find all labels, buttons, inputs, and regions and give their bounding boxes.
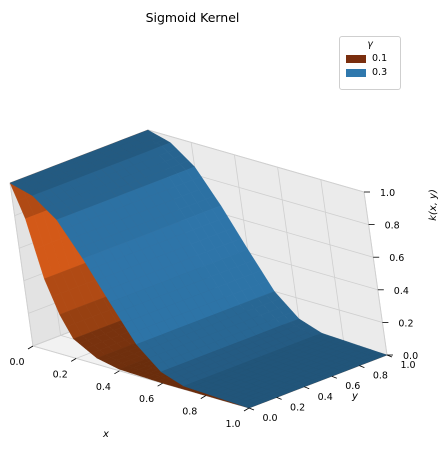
grid-line	[9, 182, 34, 347]
x-tick-label: 0.0	[9, 357, 24, 368]
surface-patch	[243, 402, 259, 409]
z-tick-label: 1.0	[380, 188, 395, 199]
grid-line	[363, 191, 388, 356]
grid-line	[147, 129, 365, 193]
y-tick-label: 1.0	[400, 360, 415, 371]
x-axis-label: x	[102, 429, 109, 440]
legend-label-1: 0.1	[372, 53, 388, 64]
z-tick-label: 0.8	[385, 221, 400, 232]
z-tick-label: 0.0	[403, 351, 418, 362]
x-tick	[157, 382, 163, 387]
y-tick-label: 0.0	[262, 413, 277, 424]
y-tick	[331, 375, 337, 379]
grid-line	[277, 167, 301, 331]
y-tick	[276, 397, 282, 400]
x-tick-label: 0.8	[182, 407, 197, 418]
surface-series-0.3	[9, 129, 388, 409]
legend-label-2: 0.3	[372, 67, 388, 78]
x-tick-label: 0.4	[96, 382, 111, 393]
x-tick-label: 1.0	[225, 419, 240, 430]
z-tick-label: 0.6	[389, 253, 404, 264]
y-tick-label: 0.2	[290, 402, 305, 413]
legend-entry-2: 0.3	[346, 67, 400, 78]
y-tick	[248, 407, 255, 411]
y-tick	[359, 365, 365, 368]
z-tick-label: 0.4	[394, 286, 409, 297]
y-tick-label: 0.4	[318, 392, 333, 403]
z-axis-label: k(x, y)	[428, 189, 439, 221]
y-tick-label: 0.6	[345, 381, 360, 392]
x-tick	[70, 358, 77, 362]
x-tick	[243, 407, 250, 412]
z-tick-label: 0.2	[398, 318, 413, 329]
x-tick	[200, 395, 207, 399]
legend-entry-1: 0.1	[346, 53, 400, 64]
x-tick	[114, 370, 120, 375]
y-tick-label: 0.8	[373, 371, 388, 382]
grid-line	[320, 179, 345, 343]
x-tick-label: 0.6	[139, 394, 154, 405]
legend-swatch-1	[346, 54, 366, 63]
x-tick	[27, 345, 34, 350]
legend-swatch-2	[346, 68, 366, 77]
chart-title: Sigmoid Kernel	[145, 10, 240, 25]
legend: γ 0.1 0.3	[339, 36, 401, 90]
x-tick-label: 0.2	[53, 369, 68, 380]
y-tick	[304, 386, 310, 390]
y-axis-label: y	[351, 391, 359, 402]
legend-title: γ	[367, 39, 373, 50]
